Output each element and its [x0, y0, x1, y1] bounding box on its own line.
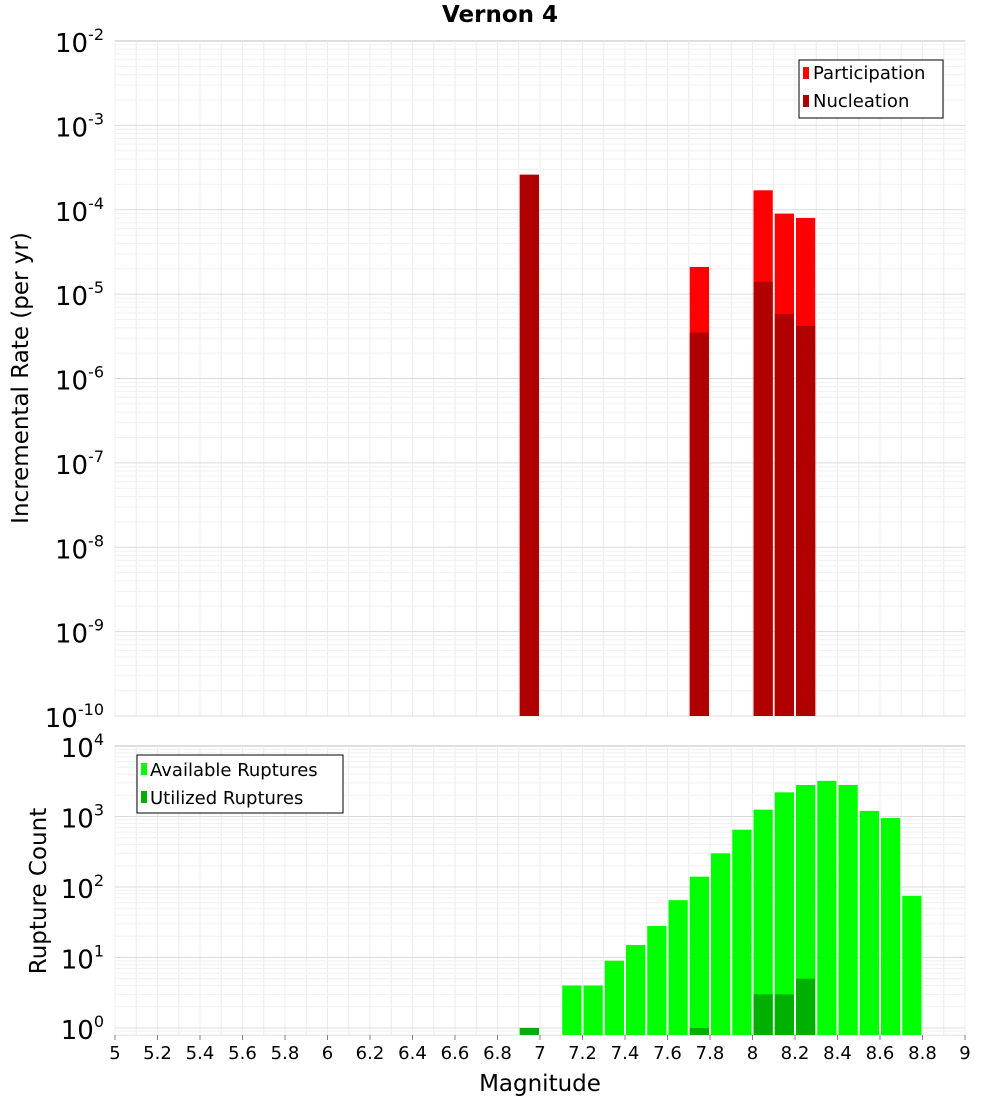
series-b-bar: [796, 978, 816, 1035]
series-b-bar: [753, 994, 773, 1035]
available-legend-label: Available Ruptures: [150, 760, 318, 781]
y-tick-label: 100: [61, 1012, 104, 1046]
rate-legend-box: [798, 59, 944, 119]
nucleation-legend-swatch: [803, 95, 809, 107]
count-y-tick-labels: 104 103 102 101 100: [61, 730, 104, 1046]
series-a-bar: [753, 809, 773, 1035]
chart-title: Vernon 4: [441, 2, 559, 28]
y-tick-label: 10-8: [55, 531, 104, 565]
series-b-bar: [753, 281, 773, 716]
series-a-bar: [562, 985, 582, 1035]
count-legend-box: [136, 754, 344, 814]
utilized-legend-swatch: [141, 791, 147, 803]
rate-gridlines: [114, 41, 966, 717]
participation-legend-label: Participation: [813, 63, 925, 84]
y-tick-label: 103: [61, 800, 104, 834]
y-tick-label: 10-5: [55, 278, 104, 312]
series-b-bar: [796, 325, 816, 716]
count-legend: Available Ruptures Utilized Ruptures: [136, 754, 344, 814]
x-tick-label: 7.6: [653, 1043, 682, 1064]
x-tick-label: 6.6: [441, 1043, 470, 1064]
x-axis-label: Magnitude: [479, 1071, 601, 1097]
y-tick-label: 10-4: [55, 194, 104, 228]
series-a-bar: [817, 780, 837, 1035]
series-a-bar: [668, 900, 688, 1035]
x-tick-label: 5.8: [271, 1043, 300, 1064]
x-tick-label: 5.2: [143, 1043, 172, 1064]
y-tick-label: 102: [61, 871, 104, 905]
x-tick-label: 6: [322, 1043, 333, 1064]
y-tick-label: 10-9: [55, 616, 104, 650]
y-tick-label: 10-3: [55, 109, 104, 143]
x-tick-label: 5.4: [186, 1043, 215, 1064]
x-tick-label: 5.6: [228, 1043, 257, 1064]
series-a-bar: [774, 792, 794, 1035]
y-tick-label: 10-6: [55, 363, 104, 397]
series-a-bar: [689, 876, 709, 1035]
x-tick-labels: 5 5.2 5.4 5.6 5.8 6 6.2 6.4 6.6 6.8 7 7.2 7.4 7.6 7.8 8…: [109, 1035, 971, 1064]
participation-legend-swatch: [803, 67, 809, 79]
x-tick-label: 7: [534, 1043, 545, 1064]
x-tick-label: 6.2: [356, 1043, 385, 1064]
x-tick-label: 8: [747, 1043, 758, 1064]
rate-bars: [519, 174, 816, 717]
x-tick-label: 8.8: [908, 1043, 937, 1064]
x-tick-label: 6.4: [398, 1043, 427, 1064]
count-panel: 104 103 102 101 100 5 5.2 5.4 5.6 5.8 6 6.2 6.4 6.6 6…: [26, 730, 971, 1097]
x-tick-label: 8.6: [866, 1043, 895, 1064]
series-b-bar: [519, 174, 539, 716]
series-a-bar: [838, 784, 858, 1035]
y-tick-label: 101: [61, 941, 104, 975]
series-a-bar: [626, 945, 646, 1035]
rate-y-axis-label: Incremental Rate (per yr): [8, 232, 34, 524]
nucleation-legend-label: Nucleation: [813, 91, 909, 112]
rate-panel: 10-2 10-3 10-4 10-5 10-6 10-7 10-8 10-9 10-10 In…: [8, 25, 966, 734]
series-b-bar: [774, 314, 794, 716]
y-tick-label: 104: [61, 730, 104, 764]
available-legend-swatch: [141, 763, 147, 775]
series-a-bar: [583, 985, 603, 1035]
x-tick-label: 8.4: [823, 1043, 852, 1064]
x-tick-label: 9: [959, 1043, 970, 1064]
y-tick-label: 10-7: [55, 447, 104, 481]
series-a-bar: [796, 784, 816, 1035]
rate-legend: Participation Nucleation: [798, 59, 944, 119]
series-b-bar: [519, 1027, 539, 1035]
series-a-bar: [711, 853, 731, 1035]
count-y-axis-label: Rupture Count: [26, 808, 52, 974]
x-tick-label: 7.8: [696, 1043, 725, 1064]
x-tick-label: 7.4: [611, 1043, 640, 1064]
count-bars: [519, 780, 922, 1035]
series-b-bar: [774, 994, 794, 1035]
series-a-bar: [604, 960, 624, 1035]
series-a-bar: [881, 818, 901, 1035]
y-tick-label: 10-10: [45, 700, 104, 734]
series-b-bar: [689, 1027, 709, 1035]
series-a-bar: [859, 810, 879, 1035]
series-b-bar: [689, 332, 709, 716]
y-tick-label: 10-2: [55, 25, 104, 59]
x-tick-label: 5: [109, 1043, 120, 1064]
series-a-bar: [647, 925, 667, 1035]
series-a-bar: [732, 829, 752, 1035]
series-a-bar: [902, 895, 922, 1035]
x-tick-label: 8.2: [781, 1043, 810, 1064]
rate-y-tick-labels: 10-2 10-3 10-4 10-5 10-6 10-7 10-8 10-9 10-10: [45, 25, 104, 734]
x-tick-label: 6.8: [483, 1043, 512, 1064]
x-tick-label: 7.2: [568, 1043, 597, 1064]
utilized-legend-label: Utilized Ruptures: [150, 788, 303, 809]
